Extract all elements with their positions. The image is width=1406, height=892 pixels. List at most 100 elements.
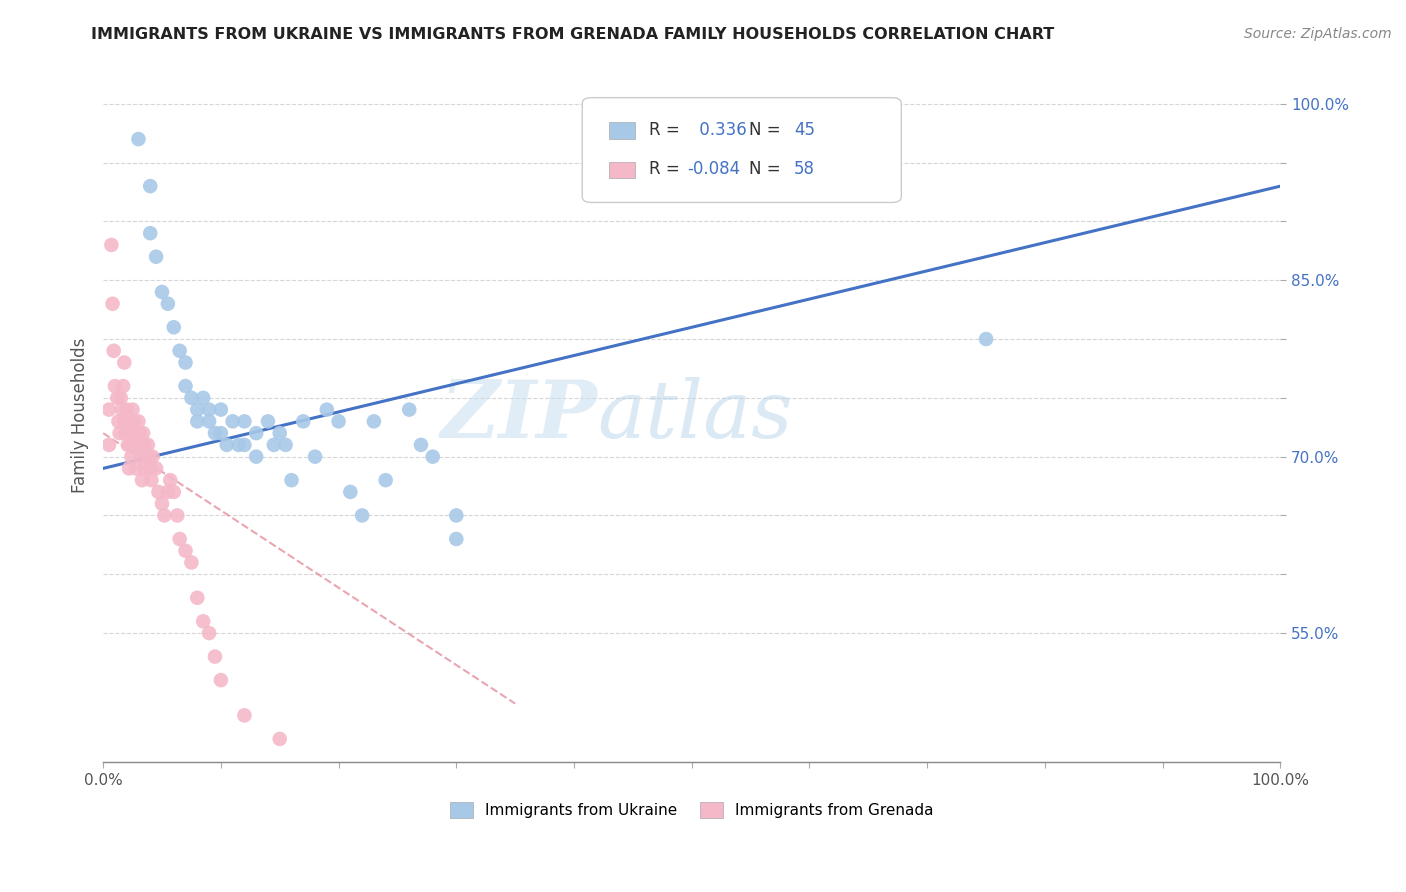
Point [363,414,385,428]
Point [107,414,129,428]
Point [156,484,179,499]
Point [274,438,297,452]
Point [145,461,167,475]
Point [198,626,221,640]
Point [132,426,155,441]
Point [221,414,243,428]
Point [156,297,179,311]
Point [280,473,302,487]
Point [112,355,135,369]
Point [101,297,124,311]
FancyBboxPatch shape [609,161,636,178]
Point [186,414,208,428]
Point [129,450,152,464]
Point [145,250,167,264]
FancyBboxPatch shape [582,97,901,202]
Point [153,508,176,523]
Point [269,426,291,441]
Point [128,426,150,441]
Point [245,450,267,464]
Point [115,402,138,417]
Point [198,402,221,417]
Point [142,450,165,464]
Point [174,379,197,393]
Point [269,731,291,746]
Point [328,414,350,428]
Point [108,426,131,441]
Point [198,414,221,428]
Point [139,226,162,240]
Point [114,426,136,441]
Point [446,508,468,523]
Point [180,556,202,570]
Point [134,461,156,475]
Legend: Immigrants from Ukraine, Immigrants from Grenada: Immigrants from Ukraine, Immigrants from… [444,796,939,824]
Point [112,379,135,393]
Point [233,708,256,723]
Point [209,426,232,441]
Point [174,543,197,558]
Point [103,343,125,358]
Point [422,450,444,464]
Point [122,414,145,428]
Point [139,461,162,475]
Point [209,402,232,417]
Point [120,438,142,452]
Point [150,497,173,511]
Point [233,414,256,428]
Point [193,391,215,405]
Point [339,484,361,499]
Point [209,673,232,687]
Point [180,391,202,405]
Point [204,649,226,664]
Text: N =: N = [749,161,786,178]
Point [110,391,132,405]
Point [98,402,121,417]
Text: Source: ZipAtlas.com: Source: ZipAtlas.com [1244,27,1392,41]
Text: N =: N = [749,120,786,138]
Point [98,438,121,452]
Text: atlas: atlas [598,376,793,454]
FancyBboxPatch shape [609,122,636,139]
Point [139,179,162,194]
Point [315,402,337,417]
Point [112,414,135,428]
Point [104,379,127,393]
Point [374,473,396,487]
Point [141,473,163,487]
Point [215,438,238,452]
Y-axis label: Family Households: Family Households [72,338,89,493]
Point [118,414,141,428]
Point [163,484,186,499]
Point [127,132,149,146]
Point [257,414,280,428]
Point [131,473,153,487]
Point [118,461,141,475]
Point [159,473,181,487]
Point [186,402,208,417]
Point [245,426,267,441]
Point [352,508,374,523]
Text: R =: R = [650,120,685,138]
Point [111,402,134,417]
Point [124,438,146,452]
Point [304,450,326,464]
Text: 0.336: 0.336 [695,120,747,138]
Point [292,414,315,428]
Point [138,450,160,464]
Point [409,438,432,452]
Text: 58: 58 [794,161,815,178]
Point [148,484,170,499]
Point [134,450,156,464]
Point [127,414,149,428]
Point [117,438,139,452]
Point [105,391,128,405]
Point [121,402,143,417]
Point [193,615,215,629]
Point [186,591,208,605]
Point [166,508,188,523]
Point [204,426,226,441]
Point [169,343,191,358]
Point [100,238,122,252]
Point [150,285,173,299]
